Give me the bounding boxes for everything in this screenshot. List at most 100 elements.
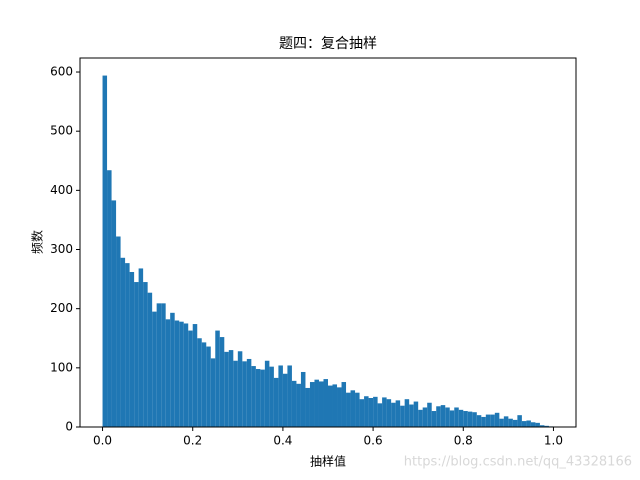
bar (431, 411, 437, 427)
bar (490, 414, 495, 427)
bar (499, 418, 504, 427)
bar (445, 407, 450, 427)
axes-frame (79, 57, 577, 428)
bar (404, 399, 410, 427)
bar (170, 312, 175, 427)
bar (544, 425, 549, 427)
bar (494, 412, 500, 427)
bar (476, 415, 482, 427)
watermark: https://blog.csdn.net/qq_43328166 (404, 455, 632, 470)
bar (206, 346, 211, 427)
bar (472, 412, 477, 427)
bar (449, 410, 455, 427)
y-tick-label: 200 (50, 301, 73, 315)
bar (273, 377, 279, 427)
bar (296, 383, 301, 427)
bar (395, 400, 401, 427)
bar (377, 403, 383, 427)
bar (418, 409, 423, 427)
y-tick-label: 0 (65, 420, 73, 434)
bar (463, 411, 468, 427)
bar (215, 330, 220, 427)
bar (260, 369, 265, 427)
bar (467, 411, 473, 427)
bar (364, 396, 369, 427)
bar (391, 402, 396, 427)
y-tick-label: 100 (50, 360, 73, 374)
bar (192, 324, 198, 427)
bar (305, 387, 310, 427)
bar (228, 350, 234, 427)
bar (143, 282, 148, 427)
bar (309, 382, 315, 427)
bar (152, 311, 157, 427)
bar (400, 405, 405, 427)
bar (156, 303, 162, 427)
bar (481, 416, 486, 427)
bar (129, 271, 135, 427)
bar (350, 390, 356, 427)
bar (251, 366, 256, 427)
y-axis-label: 频数 (30, 230, 45, 254)
bar (219, 337, 225, 427)
bar (282, 373, 288, 427)
bar (517, 415, 522, 427)
bar (526, 420, 531, 427)
bar (512, 419, 518, 427)
bar (161, 303, 166, 427)
x-tick-label: 1.0 (544, 434, 563, 448)
bar (373, 396, 378, 427)
bar (264, 360, 270, 427)
y-tick-label: 500 (50, 124, 73, 138)
bar (242, 361, 247, 427)
bar (255, 369, 261, 427)
bar (291, 380, 297, 427)
bar (359, 399, 365, 427)
bar (134, 282, 139, 427)
bar (300, 371, 306, 427)
bar (535, 422, 540, 427)
bar (165, 319, 171, 427)
y-tick-label: 600 (50, 65, 73, 79)
bar (278, 365, 283, 427)
bar (458, 409, 464, 427)
bar (138, 268, 144, 427)
bar (201, 342, 207, 427)
bar (337, 387, 342, 427)
bar (323, 379, 328, 427)
bar (440, 405, 446, 427)
x-tick-label: 0.4 (273, 434, 292, 448)
bar (485, 414, 491, 427)
bar (116, 236, 121, 427)
bar (454, 407, 459, 427)
x-axis-label: 抽样值 (310, 454, 346, 469)
x-tick-label: 0.2 (183, 434, 202, 448)
bar (107, 170, 112, 427)
bar (368, 398, 374, 427)
bar (409, 404, 414, 427)
bar (427, 402, 432, 427)
bar (328, 385, 333, 427)
bar (413, 401, 419, 427)
bar (224, 351, 229, 427)
bar (174, 320, 180, 427)
bar (314, 379, 319, 427)
bar (269, 366, 274, 427)
bar (210, 358, 216, 427)
x-tick-label: 0.8 (454, 434, 473, 448)
bar (147, 292, 153, 427)
bar (332, 384, 338, 427)
bar (503, 416, 509, 427)
bar (436, 406, 441, 427)
bar (120, 257, 126, 427)
bar (111, 200, 117, 427)
bar (125, 263, 130, 427)
bar (508, 418, 513, 427)
bar (233, 360, 238, 427)
bar (102, 75, 108, 428)
bar (237, 351, 243, 427)
bar (539, 425, 545, 427)
bar (183, 323, 189, 427)
bar (246, 358, 252, 427)
